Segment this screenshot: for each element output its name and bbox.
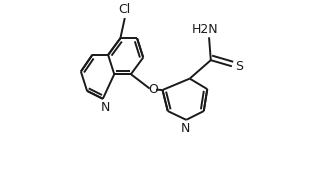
Text: H2N: H2N — [192, 23, 219, 36]
Text: S: S — [235, 60, 244, 73]
Text: N: N — [101, 101, 110, 114]
Text: N: N — [181, 122, 190, 135]
Text: O: O — [148, 83, 158, 96]
Text: Cl: Cl — [119, 3, 131, 16]
